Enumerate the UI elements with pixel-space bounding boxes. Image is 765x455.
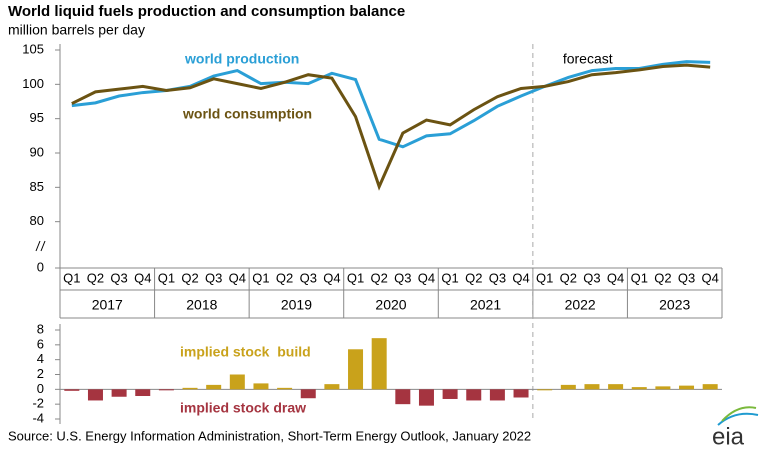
year-label: 2017 — [92, 297, 123, 313]
bar — [466, 389, 482, 401]
x-tick-label: Q1 — [158, 270, 175, 285]
bar — [560, 384, 576, 390]
bar — [702, 384, 718, 390]
bar — [513, 389, 529, 398]
x-tick-label: Q4 — [418, 270, 435, 285]
x-tick-label: Q1 — [63, 270, 80, 285]
x-tick-label: Q3 — [583, 270, 600, 285]
y-tick-label: 0 — [37, 381, 44, 396]
bar — [253, 383, 269, 390]
bar — [158, 389, 174, 391]
year-label: 2021 — [470, 297, 501, 313]
x-tick-label: Q2 — [560, 270, 577, 285]
x-tick-label: Q4 — [229, 270, 246, 285]
bar — [371, 338, 387, 390]
bar — [608, 384, 624, 390]
bar — [206, 384, 222, 390]
x-tick-label: Q1 — [536, 270, 553, 285]
y-tick-label: 0 — [37, 259, 44, 274]
x-tick-label: Q2 — [654, 270, 671, 285]
y-tick-label: 8 — [37, 321, 44, 336]
draw-label: implied stock draw — [180, 400, 306, 416]
x-tick-label: Q2 — [181, 270, 198, 285]
y-tick-label: 100 — [22, 76, 44, 91]
bar — [584, 384, 600, 390]
x-tick-label: Q4 — [134, 270, 151, 285]
x-tick-label: Q3 — [394, 270, 411, 285]
series-line — [71, 60, 711, 149]
chart-title: World liquid fuels production and consum… — [8, 3, 405, 20]
bar — [679, 385, 695, 390]
bar — [348, 349, 364, 390]
bar — [418, 389, 434, 406]
y-tick-label: 85 — [30, 179, 44, 194]
bar — [229, 374, 245, 390]
bar — [111, 389, 127, 397]
bar — [655, 386, 671, 390]
bar — [135, 389, 151, 397]
x-tick-label: Q4 — [607, 270, 624, 285]
x-tick-label: Q1 — [252, 270, 269, 285]
y-tick-label: 90 — [30, 144, 44, 159]
x-tick-label: Q4 — [512, 270, 529, 285]
y-tick-label: 6 — [37, 336, 44, 351]
x-tick-label: Q3 — [300, 270, 317, 285]
chart-subtitle: million barrels per day — [8, 22, 145, 38]
x-tick-label: Q2 — [276, 270, 293, 285]
year-label: 2018 — [186, 297, 217, 313]
x-tick-label: Q3 — [678, 270, 695, 285]
source: Source: U.S. Energy Information Administ… — [8, 428, 531, 443]
bar — [87, 389, 103, 401]
axis-break — [35, 240, 46, 252]
forecast-label: forecast — [563, 51, 613, 67]
y-tick-label: 80 — [30, 213, 44, 228]
bar — [489, 389, 505, 401]
year-label: 2020 — [375, 297, 406, 313]
x-tick-label: Q3 — [489, 270, 506, 285]
bar — [277, 387, 293, 390]
y-tick-label: 4 — [37, 351, 44, 366]
x-tick-label: Q1 — [441, 270, 458, 285]
y-tick-label: -2 — [32, 396, 44, 411]
series-line — [71, 63, 711, 191]
x-tick-label: Q3 — [205, 270, 222, 285]
bar — [395, 389, 411, 405]
build-label: implied stock build — [180, 344, 311, 360]
x-tick-label: Q1 — [631, 270, 648, 285]
logo-swoosh — [717, 406, 759, 426]
bar — [300, 389, 316, 399]
logo: eia — [712, 423, 745, 450]
y-tick-label: 105 — [22, 41, 44, 56]
x-tick-label: Q3 — [110, 270, 127, 285]
x-tick-label: Q1 — [347, 270, 364, 285]
x-tick-label: Q2 — [371, 270, 388, 285]
year-label: 2023 — [659, 297, 690, 313]
year-label: 2022 — [565, 297, 596, 313]
x-tick-label: Q2 — [87, 270, 104, 285]
y-tick-label: 95 — [30, 110, 44, 125]
x-tick-label: Q2 — [465, 270, 482, 285]
bar — [442, 389, 458, 399]
bar — [182, 387, 198, 390]
bar — [324, 384, 340, 390]
series-label: world consumption — [182, 106, 312, 122]
y-tick-label: 2 — [37, 366, 44, 381]
year-label: 2019 — [281, 297, 312, 313]
bar — [537, 389, 553, 391]
y-tick-label: -4 — [32, 410, 44, 425]
x-tick-label: Q4 — [702, 270, 719, 285]
x-tick-label: Q4 — [323, 270, 340, 285]
bar — [64, 389, 80, 391]
bar — [631, 387, 647, 390]
series-label: world production — [184, 51, 299, 67]
